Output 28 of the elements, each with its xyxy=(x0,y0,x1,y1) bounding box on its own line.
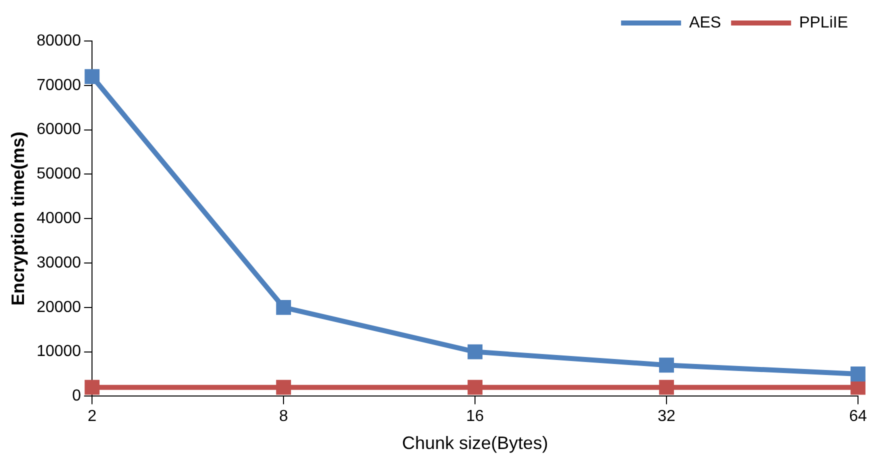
y-tick-label: 80000 xyxy=(36,32,82,50)
x-axis-title: Chunk size(Bytes) xyxy=(402,433,548,454)
point xyxy=(276,380,292,395)
point xyxy=(468,344,482,360)
x-tick-label: 8 xyxy=(279,408,288,426)
x-tick-label: 16 xyxy=(466,408,484,426)
point xyxy=(84,380,100,395)
y-tick-label: 20000 xyxy=(36,298,82,316)
y-tick-label: 40000 xyxy=(36,210,82,228)
y-tick-label: 30000 xyxy=(36,254,82,272)
legend-label: AES xyxy=(689,14,722,32)
y-tick-label: 10000 xyxy=(36,343,82,360)
y-tick-label: 50000 xyxy=(36,166,82,183)
y-tick-label: 0 xyxy=(72,388,82,405)
y-tick-label: 60000 xyxy=(36,121,82,138)
y-axis-title: Encryption time(ms) xyxy=(8,132,28,306)
x-tick-label: 2 xyxy=(88,408,97,426)
point xyxy=(659,358,674,373)
y-tick-label: 70000 xyxy=(36,76,82,94)
point xyxy=(468,380,482,395)
point xyxy=(850,380,866,395)
point xyxy=(84,69,100,84)
x-tick-label: 64 xyxy=(849,408,867,426)
point xyxy=(659,380,674,395)
x-tick-label: 32 xyxy=(658,408,676,426)
point xyxy=(276,300,292,315)
legend-label: PPLiIE xyxy=(799,14,848,32)
point xyxy=(850,366,866,382)
